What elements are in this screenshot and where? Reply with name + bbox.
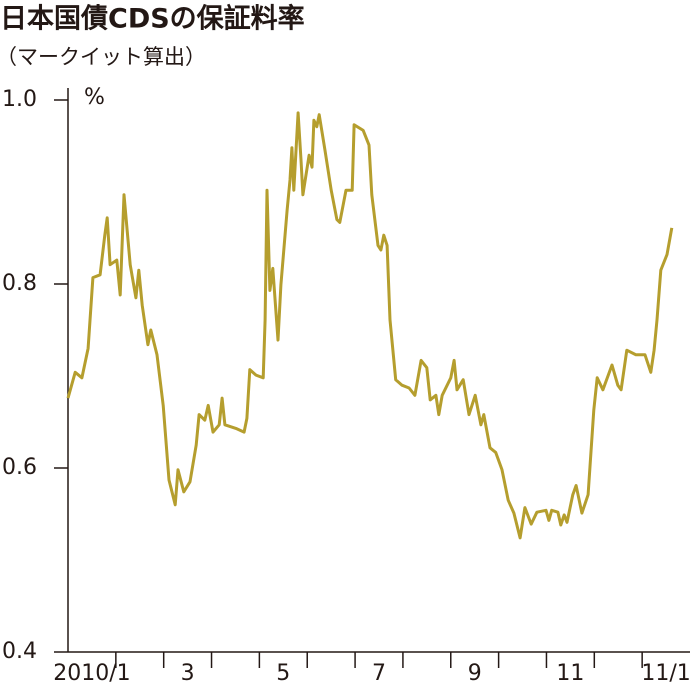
y-tick-label: 0.4	[2, 639, 37, 664]
chart-title: 日本国債CDSの保証料率	[0, 3, 305, 35]
x-tick-label: 11	[556, 661, 584, 686]
y-tick-label: 1.0	[2, 87, 37, 112]
y-tick-label: 0.6	[2, 455, 37, 480]
line	[66, 111, 674, 540]
x-tick-label: 2010/1	[53, 661, 130, 686]
x-tick-label: 5	[276, 661, 290, 686]
x-tick-label: 9	[468, 661, 482, 686]
x-tick-label: 7	[372, 661, 386, 686]
x-tick-label: 11/1	[641, 661, 690, 686]
y-tick-label: 0.8	[2, 271, 37, 296]
y-unit: %	[84, 85, 105, 110]
chart-subtitle: （マークイット算出）	[0, 45, 206, 69]
x-tick-label: 3	[181, 661, 195, 686]
